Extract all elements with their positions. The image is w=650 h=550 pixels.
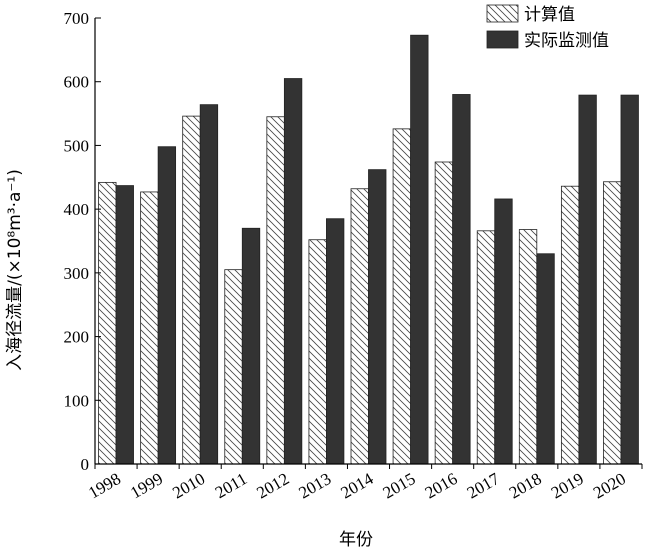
y-tick-label-500: 500: [64, 136, 90, 155]
legend-label-calculated: 计算值: [524, 5, 575, 25]
y-axis-label: 入海径流量/(×10⁸m³·a⁻¹): [5, 169, 25, 371]
bar-measured-2019: [578, 94, 597, 465]
x-tick-label-2015: 2015: [380, 469, 419, 502]
bar-measured-2014: [368, 169, 387, 465]
x-tick-label-2014: 2014: [338, 469, 377, 503]
legend-label-measured: 实际监测值: [524, 31, 609, 51]
bar-calculated-2015: [392, 128, 411, 465]
bar-measured-2018: [536, 253, 555, 465]
y-tick-label-300: 300: [64, 264, 90, 283]
bar-measured-2012: [283, 78, 303, 465]
x-axis-label: 年份: [339, 530, 373, 550]
y-tick-label-600: 600: [64, 73, 90, 92]
bar-measured-1998: [115, 185, 134, 465]
y-tick-label-700: 700: [64, 9, 90, 28]
bar-calculated-2019: [560, 185, 580, 465]
bar-measured-2017: [494, 198, 513, 465]
y-tick-label-400: 400: [64, 200, 90, 219]
bar-calculated-2012: [266, 116, 285, 465]
x-axis: 1998 1999 2010 2011 2012 2013 2014 2015 2016 2017…: [85, 463, 643, 503]
x-tick-label-2012: 2012: [253, 469, 292, 502]
x-tick-label-2016: 2016: [422, 469, 461, 502]
bar-measured-2020: [620, 94, 639, 465]
bar-calculated-1999: [140, 191, 159, 465]
bar-measured-2013: [326, 218, 345, 465]
bar-calculated-2020: [603, 181, 622, 465]
x-tick-label-1999: 1999: [127, 469, 166, 502]
bar-calculated-2010: [182, 115, 201, 465]
bar-calculated-2014: [350, 188, 369, 465]
bar-calculated-2013: [308, 239, 327, 465]
bar-calculated-1998: [98, 181, 117, 465]
bar-measured-2015: [410, 34, 429, 465]
bar-measured-1999: [157, 146, 177, 465]
x-tick-label-2018: 2018: [506, 469, 545, 502]
x-tick-label-2013: 2013: [295, 469, 334, 502]
y-axis: 0 100 200 300 400 500 600 700: [64, 9, 101, 474]
y-tick-label-100: 100: [64, 391, 90, 410]
bar-calculated-2017: [476, 230, 496, 465]
bar-calculated-2018: [518, 229, 538, 465]
y-tick-label-200: 200: [64, 328, 90, 347]
x-tick-label-2017: 2017: [464, 469, 503, 503]
bars-group: [98, 34, 639, 465]
bar-measured-2016: [452, 94, 471, 465]
x-tick-label-1998: 1998: [85, 469, 124, 502]
bar-calculated-2011: [224, 269, 243, 465]
bar-calculated-2016: [434, 161, 454, 465]
legend-swatch-measured: [486, 30, 519, 49]
legend-swatch-calculated: [486, 4, 519, 23]
y-tick-label-0: 0: [81, 455, 90, 474]
bar-measured-2010: [199, 104, 219, 465]
x-tick-label-2019: 2019: [548, 469, 587, 502]
x-tick-label-2010: 2010: [169, 469, 208, 502]
bar-measured-2011: [241, 227, 261, 465]
x-tick-label-2020: 2020: [590, 469, 629, 502]
x-tick-label-2011: 2011: [212, 469, 250, 502]
